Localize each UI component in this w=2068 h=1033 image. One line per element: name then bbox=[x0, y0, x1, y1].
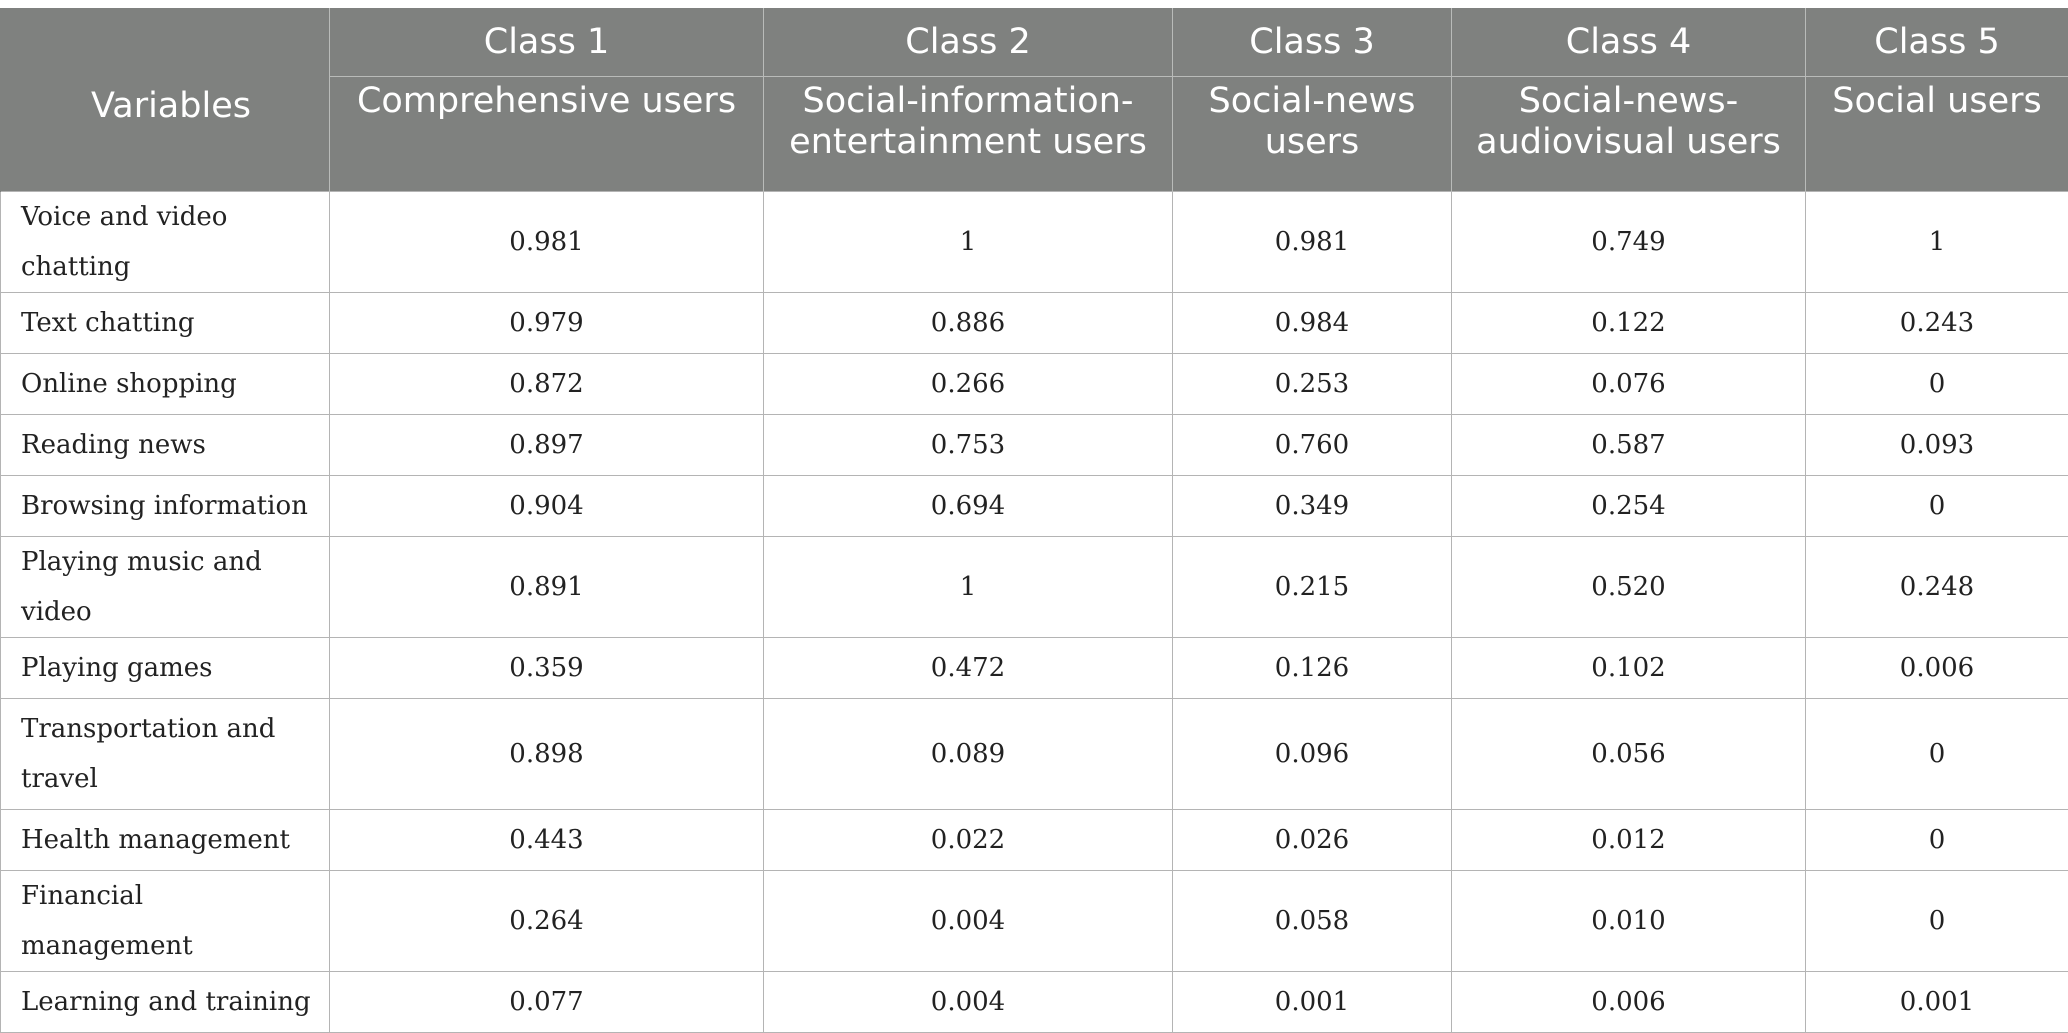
header-class-5-name: Social users bbox=[1806, 77, 2068, 192]
table-row: Transportation and travel 0.898 0.089 0.… bbox=[1, 699, 2068, 810]
cell-class-3: 0.215 bbox=[1173, 537, 1452, 638]
row-label: Learning and training bbox=[1, 972, 330, 1033]
header-class-3: Class 3 bbox=[1173, 8, 1452, 77]
cell-class-2: 0.266 bbox=[764, 354, 1173, 415]
table-row: Online shopping 0.872 0.266 0.253 0.076 … bbox=[1, 354, 2068, 415]
cell-class-2: 1 bbox=[764, 537, 1173, 638]
cell-class-1: 0.443 bbox=[330, 810, 764, 871]
cell-class-5: 0 bbox=[1806, 871, 2068, 972]
header-class-2-name: Social-information-entertainment users bbox=[764, 77, 1173, 192]
cell-class-5: 0.243 bbox=[1806, 293, 2068, 354]
cell-class-5: 0.093 bbox=[1806, 415, 2068, 476]
cell-class-3: 0.981 bbox=[1173, 192, 1452, 293]
table-row: Health management 0.443 0.022 0.026 0.01… bbox=[1, 810, 2068, 871]
cell-class-3: 0.001 bbox=[1173, 972, 1452, 1033]
cell-class-4: 0.102 bbox=[1452, 638, 1806, 699]
row-label: Transportation and travel bbox=[1, 699, 330, 810]
table-body: Voice and video chatting 0.981 1 0.981 0… bbox=[1, 192, 2068, 1033]
cell-class-3: 0.984 bbox=[1173, 293, 1452, 354]
cell-class-3: 0.096 bbox=[1173, 699, 1452, 810]
cell-class-2: 0.753 bbox=[764, 415, 1173, 476]
row-label: Voice and video chatting bbox=[1, 192, 330, 293]
header-class-3-name: Social-news users bbox=[1173, 77, 1452, 192]
cell-class-5: 0.248 bbox=[1806, 537, 2068, 638]
row-label: Health management bbox=[1, 810, 330, 871]
cell-class-4: 0.122 bbox=[1452, 293, 1806, 354]
cell-class-1: 0.359 bbox=[330, 638, 764, 699]
table-row: Playing music and video 0.891 1 0.215 0.… bbox=[1, 537, 2068, 638]
cell-class-5: 0 bbox=[1806, 699, 2068, 810]
cell-class-3: 0.349 bbox=[1173, 476, 1452, 537]
row-label: Financial management bbox=[1, 871, 330, 972]
cell-class-3: 0.253 bbox=[1173, 354, 1452, 415]
cell-class-4: 0.056 bbox=[1452, 699, 1806, 810]
table-row: Financial management 0.264 0.004 0.058 0… bbox=[1, 871, 2068, 972]
table-row: Voice and video chatting 0.981 1 0.981 0… bbox=[1, 192, 2068, 293]
header-class-4: Class 4 bbox=[1452, 8, 1806, 77]
cell-class-1: 0.981 bbox=[330, 192, 764, 293]
cell-class-3: 0.126 bbox=[1173, 638, 1452, 699]
cell-class-4: 0.006 bbox=[1452, 972, 1806, 1033]
table-row: Browsing information 0.904 0.694 0.349 0… bbox=[1, 476, 2068, 537]
header-class-5: Class 5 bbox=[1806, 8, 2068, 77]
row-label: Text chatting bbox=[1, 293, 330, 354]
header-class-4-name: Social-news-audiovisual users bbox=[1452, 77, 1806, 192]
cell-class-5: 0 bbox=[1806, 354, 2068, 415]
row-label: Online shopping bbox=[1, 354, 330, 415]
cell-class-5: 0 bbox=[1806, 476, 2068, 537]
cell-class-2: 0.472 bbox=[764, 638, 1173, 699]
cell-class-1: 0.891 bbox=[330, 537, 764, 638]
cell-class-4: 0.010 bbox=[1452, 871, 1806, 972]
cell-class-4: 0.587 bbox=[1452, 415, 1806, 476]
cell-class-4: 0.012 bbox=[1452, 810, 1806, 871]
table-row: Text chatting 0.979 0.886 0.984 0.122 0.… bbox=[1, 293, 2068, 354]
cell-class-1: 0.264 bbox=[330, 871, 764, 972]
cell-class-1: 0.898 bbox=[330, 699, 764, 810]
cell-class-4: 0.749 bbox=[1452, 192, 1806, 293]
header-class-2: Class 2 bbox=[764, 8, 1173, 77]
row-label: Playing music and video bbox=[1, 537, 330, 638]
cell-class-3: 0.058 bbox=[1173, 871, 1452, 972]
cell-class-4: 0.076 bbox=[1452, 354, 1806, 415]
row-label: Browsing information bbox=[1, 476, 330, 537]
cell-class-2: 0.004 bbox=[764, 871, 1173, 972]
data-table-container: Variables Class 1 Class 2 Class 3 Class … bbox=[0, 8, 2068, 1033]
table-row: Learning and training 0.077 0.004 0.001 … bbox=[1, 972, 2068, 1033]
header-class-1-name: Comprehensive users bbox=[330, 77, 764, 192]
table-row: Reading news 0.897 0.753 0.760 0.587 0.0… bbox=[1, 415, 2068, 476]
class-usage-table: Variables Class 1 Class 2 Class 3 Class … bbox=[0, 8, 2068, 1033]
cell-class-5: 0 bbox=[1806, 810, 2068, 871]
cell-class-1: 0.077 bbox=[330, 972, 764, 1033]
row-label: Playing games bbox=[1, 638, 330, 699]
cell-class-5: 0.001 bbox=[1806, 972, 2068, 1033]
cell-class-5: 1 bbox=[1806, 192, 2068, 293]
cell-class-2: 0.004 bbox=[764, 972, 1173, 1033]
header-variables: Variables bbox=[1, 8, 330, 192]
cell-class-3: 0.760 bbox=[1173, 415, 1452, 476]
cell-class-2: 0.694 bbox=[764, 476, 1173, 537]
cell-class-2: 0.886 bbox=[764, 293, 1173, 354]
cell-class-2: 0.022 bbox=[764, 810, 1173, 871]
table-row: Playing games 0.359 0.472 0.126 0.102 0.… bbox=[1, 638, 2068, 699]
table-header: Variables Class 1 Class 2 Class 3 Class … bbox=[1, 8, 2068, 192]
cell-class-1: 0.872 bbox=[330, 354, 764, 415]
cell-class-4: 0.254 bbox=[1452, 476, 1806, 537]
cell-class-5: 0.006 bbox=[1806, 638, 2068, 699]
header-class-1: Class 1 bbox=[330, 8, 764, 77]
cell-class-1: 0.897 bbox=[330, 415, 764, 476]
row-label: Reading news bbox=[1, 415, 330, 476]
cell-class-1: 0.979 bbox=[330, 293, 764, 354]
cell-class-4: 0.520 bbox=[1452, 537, 1806, 638]
cell-class-2: 1 bbox=[764, 192, 1173, 293]
header-row-class-labels: Variables Class 1 Class 2 Class 3 Class … bbox=[1, 8, 2068, 77]
cell-class-2: 0.089 bbox=[764, 699, 1173, 810]
cell-class-3: 0.026 bbox=[1173, 810, 1452, 871]
cell-class-1: 0.904 bbox=[330, 476, 764, 537]
